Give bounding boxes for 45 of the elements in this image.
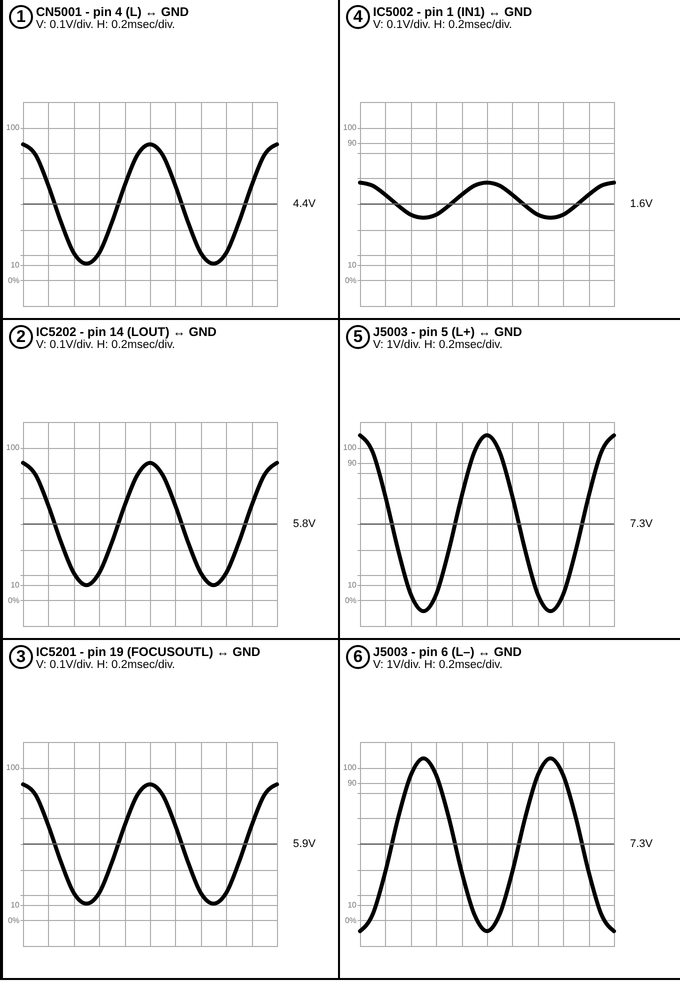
y-tick-label: 90 bbox=[348, 778, 358, 788]
y-tick-label: 100 bbox=[6, 443, 20, 452]
y-tick-label: 0% bbox=[344, 276, 356, 285]
chart-title: IC5201 - pin 19 (FOCUSOUTL) ↔ GND bbox=[36, 645, 260, 659]
y-tick-label: 0% bbox=[344, 916, 356, 925]
y-tick-label: 90 bbox=[348, 138, 358, 148]
text: 1 bbox=[9, 5, 33, 29]
text: 4 bbox=[346, 5, 370, 29]
y-tick-label: 100 bbox=[343, 443, 358, 452]
ref-line-label: 7.3V bbox=[630, 518, 654, 530]
y-tick-label: 90 bbox=[348, 458, 358, 468]
text: 6 bbox=[346, 645, 370, 669]
y-tick-label: 0% bbox=[344, 596, 356, 605]
y-tick-label: 100 bbox=[6, 123, 20, 132]
y-tick-label: 10 bbox=[10, 580, 20, 590]
ref-line-label: 5.8V bbox=[293, 518, 316, 530]
y-tick-label: 10 bbox=[348, 900, 358, 910]
ref-line-label: 4.4V bbox=[293, 198, 316, 210]
y-tick-label: 100 bbox=[343, 763, 358, 772]
chart-subtitle: V: 0.1V/div. H: 0.2msec/div. bbox=[36, 339, 176, 352]
chart-subtitle: V: 0.1V/div. H: 0.2msec/div. bbox=[36, 19, 176, 32]
chart-subtitle: V: 0.1V/div. H: 0.2msec/div. bbox=[373, 19, 514, 32]
chart-title: IC5002 - pin 1 (IN1) ↔ GND bbox=[373, 5, 532, 19]
chart-title: J5003 - pin 5 (L+) ↔ GND bbox=[373, 325, 522, 339]
ref-line-label: 1.6V bbox=[630, 198, 654, 210]
y-tick-label: 0% bbox=[8, 916, 20, 925]
chart-title: IC5202 - pin 14 (LOUT) ↔ GND bbox=[36, 325, 217, 339]
chart-subtitle: V: 0.1V/div. H: 0.2msec/div. bbox=[36, 659, 176, 672]
chart-subtitle: V: 1V/div. H: 0.2msec/div. bbox=[373, 659, 504, 672]
y-tick-label: 100 bbox=[343, 123, 358, 132]
ref-line-label: 5.9V bbox=[293, 838, 316, 850]
y-tick-label: 10 bbox=[10, 260, 20, 270]
y-tick-label: 10 bbox=[348, 580, 358, 590]
y-tick-label: 100 bbox=[6, 763, 20, 772]
ref-line-label: 7.3V bbox=[630, 838, 654, 850]
chart-subtitle: V: 1V/div. H: 0.2msec/div. bbox=[373, 339, 504, 352]
y-tick-label: 0% bbox=[8, 276, 20, 285]
chart-title: CN5001 - pin 4 (L) ↔ GND bbox=[36, 5, 189, 19]
y-tick-label: 0% bbox=[8, 596, 20, 605]
text: 5 bbox=[346, 325, 370, 349]
text: 2 bbox=[9, 325, 33, 349]
chart-title: J5003 - pin 6 (L–) ↔ GND bbox=[373, 645, 522, 659]
y-tick-label: 10 bbox=[10, 900, 20, 910]
y-tick-label: 10 bbox=[348, 260, 358, 270]
text: 3 bbox=[9, 645, 33, 669]
